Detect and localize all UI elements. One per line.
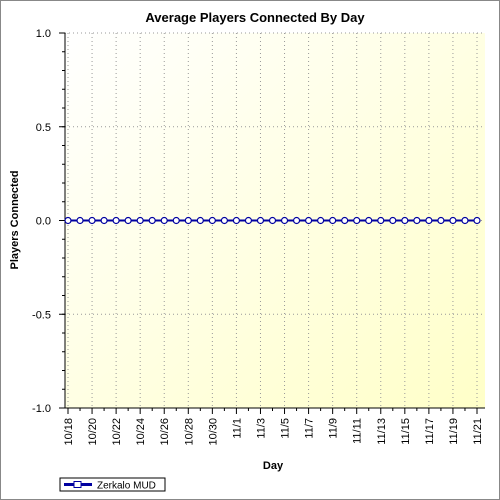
x-tick-label: 11/1 — [231, 418, 243, 439]
x-tick-label: 10/30 — [207, 418, 219, 446]
x-tick-label: 10/28 — [183, 418, 195, 446]
point — [208, 216, 216, 225]
point — [292, 216, 301, 225]
y-axis-label: Players Connected — [9, 170, 21, 269]
x-tick-label: 10/18 — [63, 418, 75, 446]
point — [196, 216, 204, 225]
x-tick-label: 11/5 — [280, 418, 292, 439]
point — [304, 216, 313, 225]
point — [377, 216, 385, 225]
point — [353, 216, 361, 225]
x-tick-label: 11/17 — [424, 418, 436, 445]
point — [449, 216, 457, 225]
y-tick-label: -0.5 — [32, 309, 51, 321]
point — [184, 216, 192, 225]
x-tick-label: 11/21 — [472, 418, 484, 445]
point — [64, 216, 72, 225]
point — [341, 216, 349, 225]
point — [329, 216, 337, 225]
point — [136, 216, 144, 225]
point — [365, 216, 373, 225]
point — [232, 216, 241, 225]
chart-title: Average Players Connected By Day — [145, 10, 365, 25]
x-tick-label: 10/26 — [159, 418, 171, 446]
point — [256, 216, 265, 225]
point — [100, 216, 108, 225]
point — [425, 216, 433, 225]
point — [280, 216, 289, 225]
point — [268, 216, 277, 225]
y-tick-label: -1.0 — [32, 403, 51, 415]
point — [160, 216, 168, 225]
legend — [59, 477, 166, 492]
y-tick-label: 0.5 — [36, 122, 51, 134]
x-axis-label: Day — [263, 460, 284, 472]
x-tick-label: 11/9 — [328, 418, 340, 439]
x-tick-label: 11/13 — [376, 418, 388, 445]
point — [76, 216, 84, 225]
point — [172, 216, 180, 225]
x-tick-label: 10/20 — [87, 418, 99, 446]
legend-swatch-marker — [73, 481, 82, 488]
y-tick-label: 1.0 — [36, 28, 51, 40]
point — [88, 216, 96, 225]
legend-label: Zerkalo MUD — [97, 481, 156, 492]
point — [124, 216, 132, 225]
point — [461, 216, 469, 225]
x-tick-label: 10/24 — [135, 418, 147, 446]
point — [317, 216, 325, 225]
point — [220, 216, 228, 225]
point — [473, 216, 481, 225]
x-tick-label: 11/19 — [448, 418, 460, 445]
point — [389, 216, 397, 225]
x-tick-label: 11/15 — [400, 418, 412, 445]
x-tick-label: 11/7 — [304, 418, 316, 439]
x-tick-label: 10/22 — [111, 418, 123, 446]
point — [148, 216, 156, 225]
x-tick-label: 11/3 — [255, 418, 267, 439]
point — [244, 216, 253, 225]
x-tick-label: 11/11 — [352, 418, 364, 444]
point — [401, 216, 409, 225]
point — [437, 216, 445, 225]
y-tick-label: 0.0 — [36, 216, 51, 228]
point — [413, 216, 421, 225]
point — [112, 216, 120, 225]
